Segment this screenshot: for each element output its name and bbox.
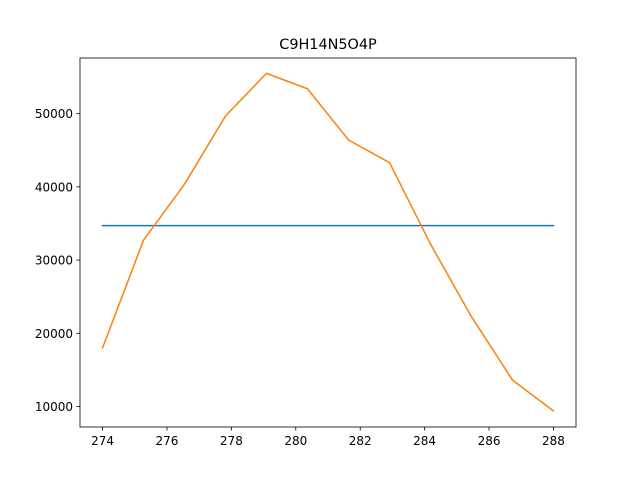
x-tick-label: 288 <box>542 434 565 448</box>
plot-series <box>101 72 555 412</box>
x-tick-label: 280 <box>284 434 307 448</box>
y-tick-label: 20000 <box>35 327 73 341</box>
x-tick-label: 274 <box>91 434 114 448</box>
x-axis: 274 276 278 280 282 284 286 288 <box>91 427 565 448</box>
y-tick-label: 40000 <box>35 180 73 194</box>
y-tick-label: 50000 <box>35 107 73 121</box>
y-tick-label: 10000 <box>35 400 73 414</box>
series-line-2 <box>101 72 555 412</box>
x-tick-label: 286 <box>478 434 501 448</box>
chart-title: C9H14N5O4P <box>279 37 377 53</box>
y-axis: 10000 20000 30000 40000 50000 <box>35 107 80 414</box>
plot-frame <box>79 57 577 428</box>
x-tick-label: 278 <box>220 434 243 448</box>
x-tick-label: 284 <box>413 434 436 448</box>
x-tick-label: 276 <box>156 434 179 448</box>
x-tick-label: 282 <box>349 434 372 448</box>
y-tick-label: 30000 <box>35 254 73 268</box>
